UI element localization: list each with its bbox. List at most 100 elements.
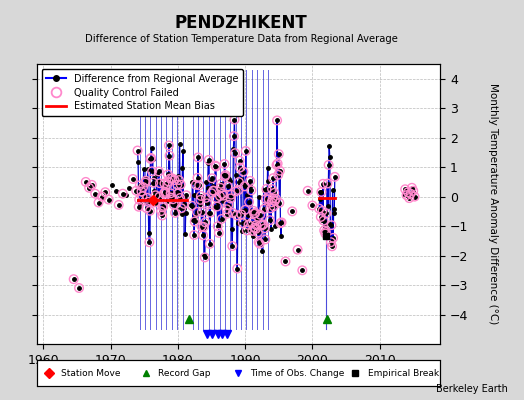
Point — [115, 202, 123, 208]
Point — [251, 210, 259, 216]
Point — [213, 223, 222, 230]
Point — [272, 162, 281, 168]
Point — [275, 151, 283, 157]
Point — [149, 180, 157, 186]
Point — [261, 236, 269, 243]
Point — [196, 197, 204, 203]
Point — [227, 192, 235, 198]
Point — [143, 205, 151, 211]
Point — [213, 203, 221, 210]
Point — [144, 199, 152, 205]
Point — [239, 168, 248, 175]
Point — [407, 190, 415, 197]
Point — [132, 188, 140, 194]
Point — [159, 203, 168, 209]
Point — [199, 232, 208, 238]
Point — [293, 246, 302, 253]
Point — [138, 193, 147, 200]
Point — [315, 205, 323, 212]
Point — [319, 181, 327, 187]
Point — [211, 162, 220, 169]
Legend: Difference from Regional Average, Quality Control Failed, Estimated Station Mean: Difference from Regional Average, Qualit… — [41, 69, 243, 116]
Point — [272, 196, 280, 202]
Point — [231, 116, 239, 123]
Point — [288, 208, 297, 214]
Point — [303, 188, 312, 194]
Point — [145, 239, 154, 246]
Point — [241, 183, 249, 190]
Point — [224, 183, 232, 190]
Point — [168, 175, 177, 182]
Text: Record Gap: Record Gap — [158, 368, 210, 378]
Point — [254, 229, 262, 236]
Y-axis label: Monthly Temperature Anomaly Difference (°C): Monthly Temperature Anomaly Difference (… — [488, 83, 498, 325]
Point — [256, 240, 264, 247]
Point — [200, 224, 208, 230]
Point — [223, 210, 232, 217]
Point — [180, 201, 188, 207]
Point — [175, 177, 183, 183]
Point — [170, 177, 179, 183]
Point — [247, 187, 256, 194]
Point — [331, 174, 339, 180]
Point — [173, 190, 182, 197]
Point — [408, 184, 416, 191]
Point — [308, 202, 316, 209]
Point — [257, 222, 265, 228]
Point — [171, 210, 179, 216]
Point — [142, 178, 150, 184]
Point — [269, 175, 277, 181]
Point — [201, 219, 210, 226]
Point — [155, 168, 163, 175]
Point — [193, 209, 201, 215]
Point — [156, 180, 164, 186]
Point — [256, 212, 265, 218]
Point — [252, 222, 260, 228]
Point — [233, 212, 241, 218]
Point — [165, 142, 173, 149]
Point — [216, 185, 225, 191]
Point — [177, 205, 185, 212]
Point — [318, 208, 326, 214]
Point — [268, 186, 276, 192]
Point — [160, 190, 168, 197]
Point — [161, 188, 169, 195]
Point — [201, 254, 209, 261]
Point — [231, 150, 239, 156]
Point — [226, 195, 235, 202]
Point — [324, 162, 333, 168]
Point — [197, 223, 205, 230]
Point — [136, 182, 144, 188]
Point — [322, 210, 331, 216]
Point — [405, 195, 413, 201]
Point — [236, 164, 244, 171]
Point — [260, 225, 269, 232]
Point — [85, 184, 93, 191]
Point — [274, 160, 282, 167]
Point — [271, 198, 279, 204]
Point — [215, 230, 223, 236]
Point — [147, 155, 155, 161]
Point — [163, 181, 171, 188]
Point — [216, 193, 224, 199]
Point — [129, 176, 137, 182]
Point — [146, 208, 154, 214]
Point — [190, 232, 199, 238]
Point — [209, 187, 217, 194]
Point — [328, 243, 336, 250]
Point — [202, 195, 210, 201]
Point — [167, 194, 176, 201]
Point — [164, 178, 172, 184]
Point — [401, 186, 409, 192]
Point — [250, 224, 259, 231]
Point — [221, 172, 230, 178]
Point — [230, 133, 238, 139]
Point — [135, 204, 143, 210]
Point — [204, 157, 213, 163]
Point — [206, 210, 215, 216]
Point — [262, 186, 270, 192]
Point — [326, 239, 335, 246]
Point — [228, 243, 236, 249]
Point — [208, 190, 216, 196]
Point — [166, 175, 174, 182]
